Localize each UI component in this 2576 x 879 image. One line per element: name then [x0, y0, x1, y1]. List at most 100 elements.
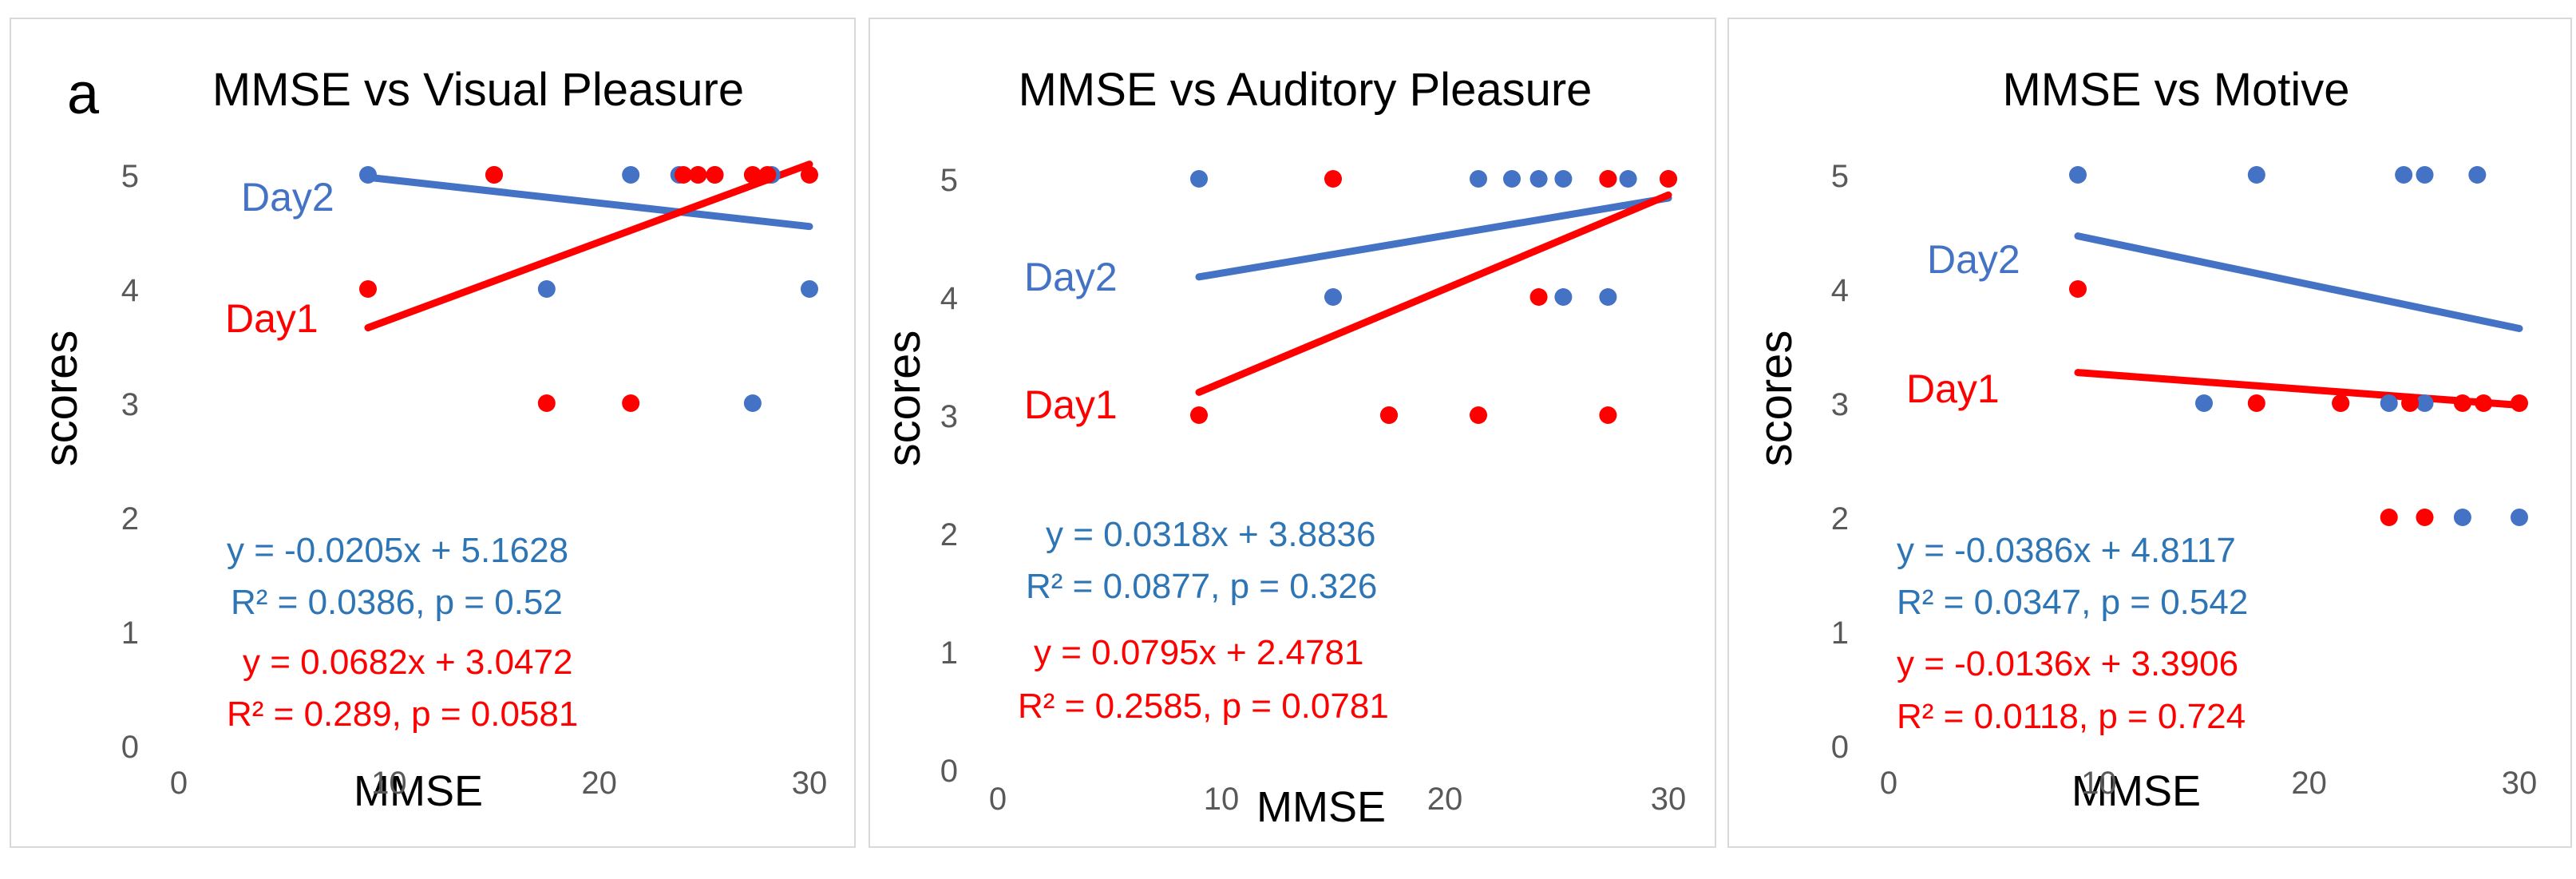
x-tick-label: 20	[581, 766, 617, 801]
day1-series-label: Day1	[1906, 366, 2000, 411]
day2-trendline	[364, 173, 813, 231]
day2-point	[537, 280, 556, 298]
day1-stats: R² = 0.289, p = 0.0581	[227, 695, 578, 734]
day2-stats: R² = 0.0347, p = 0.542	[1897, 583, 2248, 622]
day1-point	[537, 394, 556, 412]
day2-point	[2468, 166, 2487, 184]
day2-point	[622, 166, 640, 184]
x-tick-label: 30	[2502, 766, 2538, 801]
day1-point	[743, 166, 762, 184]
x-tick-label: 20	[2291, 766, 2327, 801]
day2-point	[1190, 170, 1208, 188]
chart-panel-visual-pleasure: a MMSE vs Visual Pleasure scores MMSE 0 1…	[10, 18, 856, 848]
day1-point	[706, 166, 724, 184]
chart-panel-auditory-pleasure: MMSE vs Auditory Pleasure scores MMSE 0 1…	[869, 18, 1716, 848]
day1-point	[1529, 288, 1548, 306]
day2-equation: y = 0.0318x + 3.8836	[1046, 515, 1375, 554]
y-tick-label: 1	[940, 635, 958, 671]
day1-series-label: Day1	[1024, 382, 1118, 427]
day2-stats: R² = 0.0877, p = 0.326	[1026, 567, 1377, 606]
day2-equation: y = -0.0386x + 4.8117	[1897, 531, 2236, 570]
day1-point	[2453, 394, 2471, 412]
y-axis-label: scores	[1750, 331, 1802, 467]
day2-point	[801, 280, 818, 298]
day2-point	[2247, 166, 2265, 184]
day1-stats: R² = 0.2585, p = 0.0781	[1018, 687, 1389, 726]
day2-stats: R² = 0.0386, p = 0.52	[231, 583, 563, 622]
day1-stats: R² = 0.0118, p = 0.724	[1897, 697, 2246, 736]
y-tick-label: 4	[1831, 273, 1849, 308]
x-tick-label: 30	[792, 766, 828, 801]
x-tick-label: 20	[1427, 782, 1463, 817]
x-tick-label: 0	[989, 782, 1007, 817]
y-tick-label: 5	[121, 159, 139, 194]
y-tick-label: 2	[1831, 501, 1849, 537]
day2-series-label: Day2	[1024, 255, 1118, 299]
x-axis-label: MMSE	[354, 767, 483, 815]
x-tick-label: 30	[1651, 782, 1687, 817]
y-tick-label: 5	[1831, 159, 1849, 194]
day2-point	[1619, 170, 1637, 188]
day2-point	[2453, 509, 2471, 526]
y-tick-label: 2	[940, 517, 958, 552]
x-tick-label: 10	[2081, 766, 2117, 801]
day2-equation: y = -0.0205x + 5.1628	[227, 531, 568, 570]
day1-point	[2475, 394, 2493, 412]
day2-point	[1529, 170, 1548, 188]
y-tick-label: 1	[1831, 616, 1849, 651]
chart-title: MMSE vs Motive	[2002, 64, 2349, 116]
y-tick-label: 3	[1831, 387, 1849, 422]
y-tick-label: 0	[121, 730, 139, 765]
day1-point	[359, 280, 377, 298]
x-tick-label: 0	[170, 766, 188, 801]
chart-panel-motive: MMSE vs Motive scores MMSE 0 1 2 3 4 5 0 10 20 30…	[1727, 18, 2572, 848]
x-tick-label: 10	[371, 766, 407, 801]
day2-point	[2511, 509, 2528, 526]
day1-point	[801, 166, 818, 184]
day1-equation: y = 0.0795x + 2.4781	[1034, 633, 1363, 672]
x-tick-label: 0	[1880, 766, 1897, 801]
day1-point	[758, 166, 777, 184]
day2-point	[1324, 288, 1342, 306]
day1-trendline	[2074, 369, 2523, 409]
day2-point	[2069, 166, 2087, 184]
x-tick-label: 10	[1204, 782, 1240, 817]
day1-point	[1470, 406, 1487, 424]
y-tick-label: 1	[121, 616, 139, 651]
day1-point	[1324, 170, 1342, 188]
day1-point	[1660, 170, 1677, 188]
day1-point	[689, 166, 707, 184]
y-tick-label: 5	[940, 163, 958, 198]
day1-trendline	[1195, 191, 1672, 396]
day2-point	[2380, 394, 2398, 412]
day2-point	[1503, 170, 1521, 188]
day2-point	[1554, 170, 1573, 188]
y-tick-label: 4	[121, 273, 139, 308]
day2-point	[2195, 394, 2213, 412]
day2-point	[359, 166, 377, 184]
chart-title: MMSE vs Visual Pleasure	[212, 64, 744, 116]
chart-title: MMSE vs Auditory Pleasure	[1019, 64, 1593, 116]
panel-letter: a	[67, 62, 100, 126]
day1-point	[1190, 406, 1208, 424]
day1-point	[2511, 394, 2528, 412]
day1-point	[2069, 280, 2087, 298]
day2-trendline	[2074, 232, 2523, 333]
day1-point	[675, 166, 692, 184]
day1-point	[2401, 394, 2420, 412]
day1-point	[622, 394, 640, 412]
day1-point	[1599, 170, 1617, 188]
day1-point	[485, 166, 503, 184]
day1-point	[2332, 394, 2350, 412]
y-tick-label: 4	[940, 281, 958, 316]
y-tick-label: 0	[1831, 730, 1849, 765]
y-axis-label: scores	[35, 331, 87, 467]
day1-point	[1380, 406, 1398, 424]
day2-series-label: Day2	[1927, 237, 2020, 282]
day1-equation: y = -0.0136x + 3.3906	[1897, 644, 2238, 683]
day2-point	[1470, 170, 1487, 188]
day1-series-label: Day1	[225, 296, 319, 341]
day2-series-label: Day2	[241, 175, 334, 220]
x-axis-label: MMSE	[1256, 783, 1386, 831]
day1-trendline	[364, 160, 813, 331]
